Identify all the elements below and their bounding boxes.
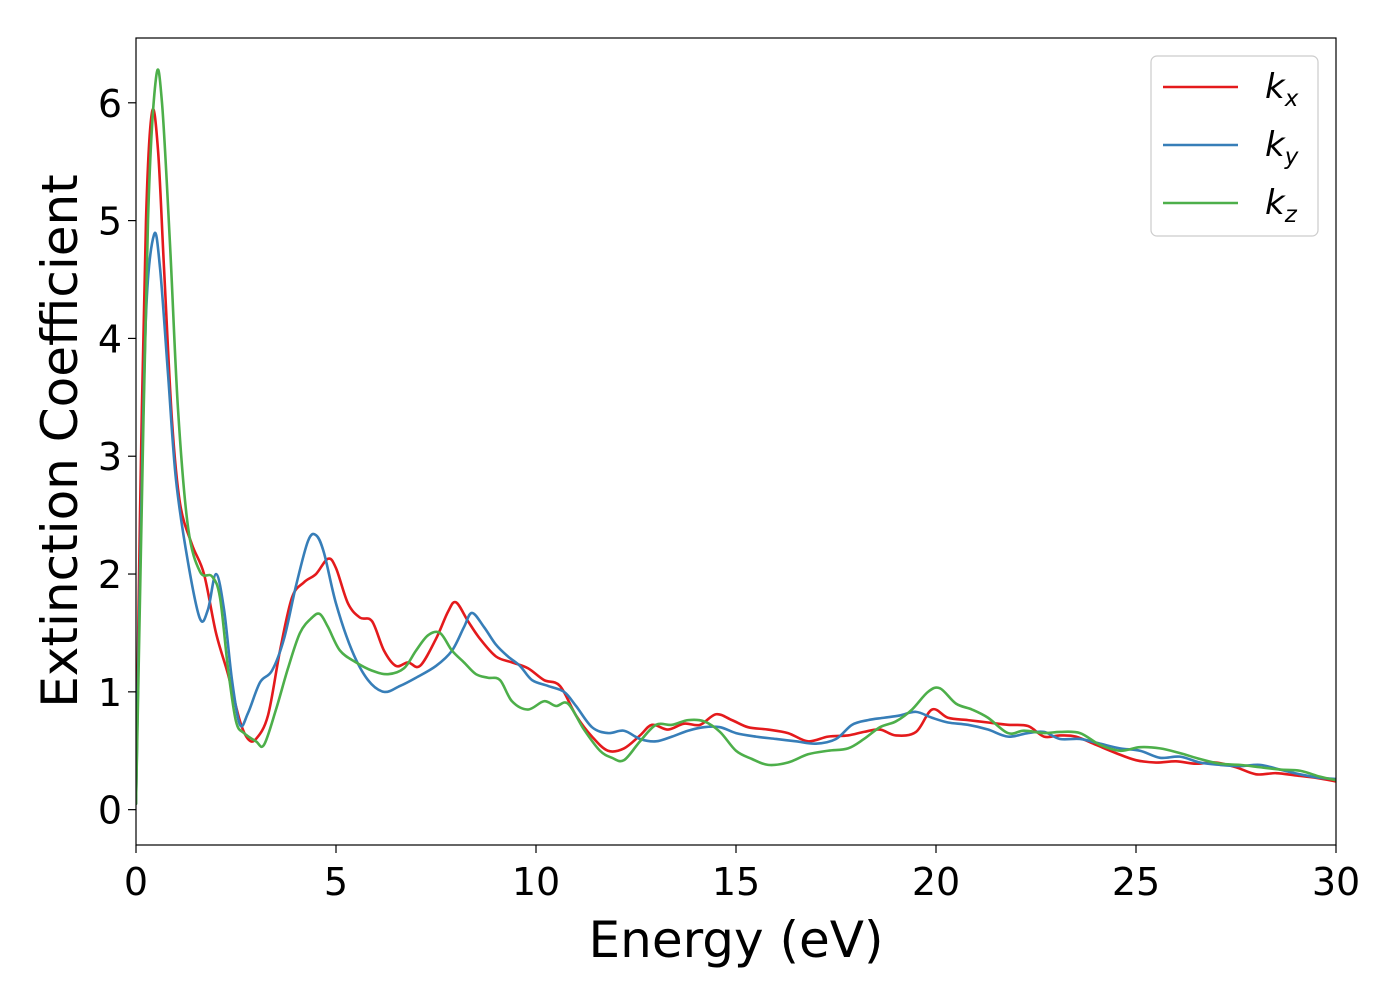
- x-tick-label: 30: [1312, 860, 1360, 904]
- y-tick-label: 0: [98, 789, 122, 833]
- x-tick-label: 15: [712, 860, 760, 904]
- x-tick-label: 5: [324, 860, 348, 904]
- x-tick-label: 20: [912, 860, 960, 904]
- x-axis-title: Energy (eV): [589, 911, 884, 969]
- plot-area: [136, 38, 1336, 845]
- y-tick-label: 3: [98, 435, 122, 479]
- y-tick-label: 2: [98, 553, 122, 597]
- y-tick-label: 5: [98, 200, 122, 244]
- legend: kx ky kz: [1150, 55, 1319, 237]
- x-tick-label: 0: [124, 860, 148, 904]
- y-tick-label: 6: [98, 82, 122, 126]
- y-tick-label: 1: [98, 671, 122, 715]
- legend-label-ky: ky: [1265, 125, 1299, 170]
- series-line-kz: [136, 68, 1336, 806]
- legend-label-kx: kx: [1265, 67, 1299, 112]
- x-tick-label: 10: [512, 860, 560, 904]
- y-axis-title: Extinction Coefficient: [31, 174, 89, 708]
- series-layer: [136, 68, 1336, 806]
- series-line-ky: [136, 231, 1336, 806]
- y-tick-label: 4: [98, 317, 122, 361]
- y-axis: 0 1 2 3 4 5 6: [98, 82, 136, 833]
- x-axis: 0 5 10 15 20 25 30: [124, 845, 1360, 904]
- x-tick-label: 25: [1112, 860, 1160, 904]
- legend-label-kz: kz: [1265, 183, 1298, 228]
